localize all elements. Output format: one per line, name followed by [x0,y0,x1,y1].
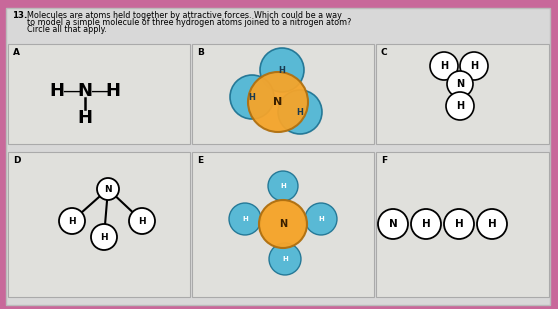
Circle shape [260,48,304,92]
Circle shape [444,209,474,239]
Text: F: F [381,156,387,165]
Text: —: — [62,82,80,100]
Text: H: H [242,216,248,222]
Circle shape [268,171,298,201]
Circle shape [411,209,441,239]
Text: N: N [388,219,397,229]
Text: H: H [278,66,286,74]
Text: H: H [248,92,256,101]
Text: Circle all that apply.: Circle all that apply. [27,25,107,34]
Text: H: H [105,82,121,100]
Text: H: H [282,256,288,262]
FancyBboxPatch shape [6,8,550,305]
Text: H: H [78,109,93,127]
Circle shape [91,224,117,250]
Text: C: C [381,48,388,57]
Text: B: B [197,48,204,57]
Circle shape [129,208,155,234]
Text: H: H [470,61,478,71]
Bar [8,44,190,144]
Text: H: H [50,82,65,100]
Text: Molecules are atoms held together by attractive forces. Which could be a way: Molecules are atoms held together by att… [27,11,342,20]
Bar [192,152,374,297]
Text: H: H [100,232,108,242]
Circle shape [460,52,488,80]
Text: N: N [78,82,93,100]
Circle shape [278,90,322,134]
Circle shape [446,92,474,120]
Text: N: N [104,184,112,193]
Text: H: H [138,217,146,226]
Text: to model a simple molecule of three hydrogen atoms joined to a nitrogen atom?: to model a simple molecule of three hydr… [27,18,352,27]
Text: H: H [296,108,304,116]
Text: H: H [280,183,286,189]
Text: A: A [13,48,20,57]
Circle shape [447,71,473,97]
Text: N: N [273,97,282,107]
Text: H: H [422,219,430,229]
Circle shape [378,209,408,239]
Circle shape [97,178,119,200]
Bar [192,44,374,144]
Text: H: H [488,219,497,229]
Circle shape [305,203,337,235]
Circle shape [259,200,307,248]
Bar [376,152,549,297]
Text: —: — [90,82,108,100]
Text: 13.: 13. [12,11,27,20]
Text: H: H [440,61,448,71]
Circle shape [229,203,261,235]
Text: H: H [68,217,76,226]
Text: N: N [279,219,287,229]
Text: D: D [13,156,21,165]
Circle shape [477,209,507,239]
Text: N: N [456,79,464,89]
Circle shape [230,75,274,119]
Circle shape [248,72,308,132]
Text: H: H [456,101,464,111]
Text: H: H [455,219,463,229]
Text: H: H [318,216,324,222]
Bar [8,152,190,297]
Circle shape [430,52,458,80]
Circle shape [59,208,85,234]
Text: E: E [197,156,203,165]
Circle shape [269,243,301,275]
Bar [376,44,549,144]
